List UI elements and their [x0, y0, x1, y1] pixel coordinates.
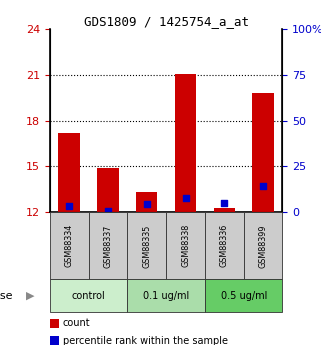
Point — [66, 203, 72, 208]
Bar — [252, 92, 274, 212]
Point — [183, 196, 188, 201]
Text: control: control — [72, 291, 105, 301]
Text: count: count — [63, 318, 90, 328]
Text: GSM88337: GSM88337 — [103, 224, 112, 267]
Point — [144, 201, 149, 207]
Text: 0.1 ug/ml: 0.1 ug/ml — [143, 291, 189, 301]
Bar — [97, 168, 118, 212]
Title: GDS1809 / 1425754_a_at: GDS1809 / 1425754_a_at — [83, 15, 249, 28]
Text: GSM88336: GSM88336 — [220, 224, 229, 267]
Point — [222, 200, 227, 206]
Text: GSM88335: GSM88335 — [142, 224, 151, 267]
Bar — [58, 133, 80, 212]
Point — [261, 184, 266, 189]
Text: percentile rank within the sample: percentile rank within the sample — [63, 336, 228, 345]
Bar — [136, 193, 157, 212]
Text: GSM88399: GSM88399 — [259, 224, 268, 268]
Bar — [175, 74, 196, 212]
Text: dose: dose — [0, 291, 13, 301]
Text: ▶: ▶ — [26, 291, 34, 301]
Text: GSM88334: GSM88334 — [65, 224, 74, 267]
Point — [105, 208, 110, 214]
Text: GSM88338: GSM88338 — [181, 224, 190, 267]
Bar — [214, 208, 235, 212]
Text: 0.5 ug/ml: 0.5 ug/ml — [221, 291, 267, 301]
